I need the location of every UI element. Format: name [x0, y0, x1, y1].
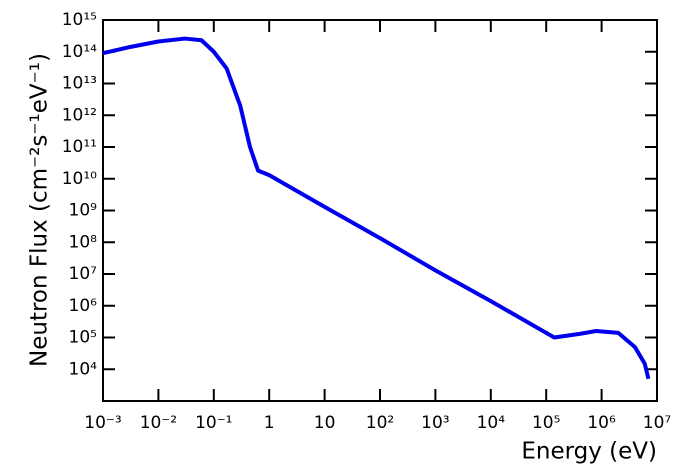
x-tick-label: 10 — [314, 413, 336, 433]
x-tick-label: 10⁻³ — [84, 413, 121, 433]
x-tick-label: 10⁷ — [643, 413, 672, 433]
x-tick-label: 10⁵ — [532, 413, 560, 433]
x-tick-label: 10⁴ — [477, 413, 506, 433]
x-tick-label: 10³ — [421, 413, 449, 433]
y-tick-label: 10¹² — [62, 105, 97, 125]
x-tick-label: 10⁻¹ — [195, 413, 232, 433]
x-tick-label: 10² — [366, 413, 394, 433]
x-tick-label: 10⁻² — [140, 413, 177, 433]
y-tick-label: 10¹⁵ — [62, 10, 97, 30]
y-tick-label: 10⁶ — [69, 296, 98, 316]
y-tick-label: 10¹¹ — [62, 137, 97, 157]
y-tick-label: 10¹⁰ — [62, 169, 97, 189]
x-tick-label: 10⁶ — [587, 413, 616, 433]
y-axis-label: Neutron Flux (cm⁻²s⁻¹eV⁻¹) — [27, 53, 53, 367]
y-tick-label: 10⁵ — [69, 328, 97, 348]
y-tick-label: 10⁴ — [69, 359, 98, 379]
x-tick-label: 1 — [264, 413, 275, 433]
y-tick-label: 10¹³ — [62, 74, 97, 94]
x-axis-label: Energy (eV) — [521, 439, 657, 465]
y-tick-label: 10¹⁴ — [62, 42, 97, 62]
y-tick-label: 10⁸ — [69, 232, 98, 252]
data-line — [102, 36, 651, 380]
plot-frame — [102, 19, 658, 402]
y-tick-label: 10⁹ — [69, 201, 98, 221]
y-tick-label: 10⁷ — [69, 264, 98, 284]
